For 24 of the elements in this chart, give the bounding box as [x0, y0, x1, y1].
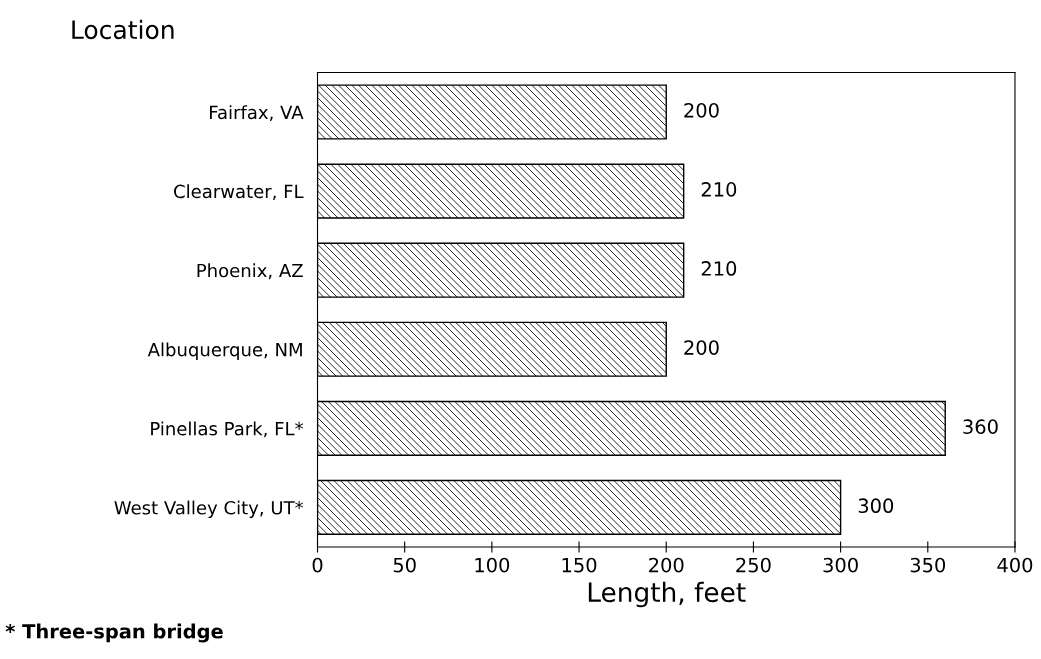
x-tick-label: 50 — [393, 557, 416, 573]
data-label: 210 — [701, 261, 737, 276]
y-tick-label: Fairfax, VA — [210, 105, 304, 121]
y-tick-label: Phoenix, AZ — [197, 263, 303, 280]
y-tick-label: Pinellas Park, FL* — [151, 421, 304, 438]
x-tick-label: 0 — [312, 557, 323, 573]
x-tick-label: 100 — [475, 557, 510, 573]
y-tick-label: Clearwater, FL — [174, 184, 304, 201]
data-label: 200 — [684, 102, 719, 118]
x-tick-label: 350 — [910, 557, 946, 573]
text: * Three-span bridge — [5, 623, 223, 643]
x-tick-label: 150 — [562, 557, 597, 573]
x-tick-label: 400 — [997, 557, 1033, 573]
x-tick-label: 300 — [823, 557, 858, 573]
data-label: 210 — [701, 182, 737, 197]
x-tick-label: 250 — [736, 557, 771, 573]
y-axis-title: Location — [72, 19, 174, 40]
y-tick-label: Albuquerque, NM — [147, 342, 302, 360]
x-tick-label: 200 — [649, 557, 684, 573]
data-label: 300 — [858, 498, 894, 514]
data-label: 200 — [684, 340, 719, 355]
x-axis-title: Length, feet — [588, 581, 746, 608]
data-label: 360 — [963, 419, 998, 434]
y-tick-label: West Valley City, UT* — [114, 500, 304, 519]
